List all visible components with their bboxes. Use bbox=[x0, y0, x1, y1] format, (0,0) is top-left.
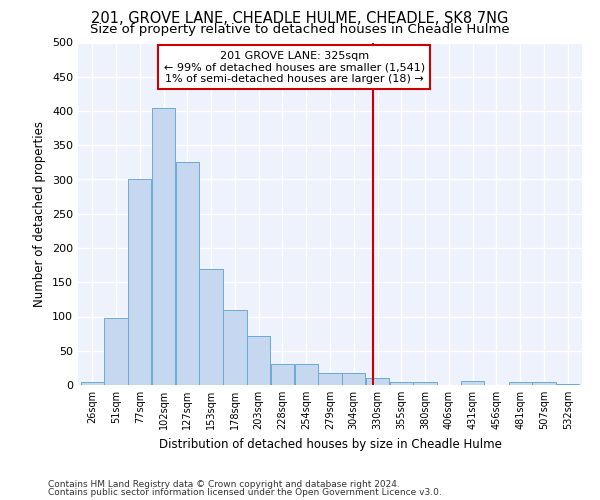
Text: Contains HM Land Registry data © Crown copyright and database right 2024.: Contains HM Land Registry data © Crown c… bbox=[48, 480, 400, 489]
Text: 201 GROVE LANE: 325sqm
← 99% of detached houses are smaller (1,541)
1% of semi-d: 201 GROVE LANE: 325sqm ← 99% of detached… bbox=[164, 50, 425, 84]
Bar bbox=[176, 162, 199, 385]
Bar bbox=[152, 108, 175, 385]
Bar bbox=[247, 336, 271, 385]
Bar bbox=[366, 378, 389, 385]
Bar bbox=[223, 310, 247, 385]
Text: 201, GROVE LANE, CHEADLE HULME, CHEADLE, SK8 7NG: 201, GROVE LANE, CHEADLE HULME, CHEADLE,… bbox=[91, 11, 509, 26]
Bar bbox=[295, 364, 318, 385]
Bar bbox=[319, 372, 341, 385]
Bar bbox=[556, 384, 580, 385]
Bar bbox=[271, 364, 294, 385]
Y-axis label: Number of detached properties: Number of detached properties bbox=[34, 120, 46, 306]
Bar bbox=[342, 374, 365, 385]
Bar bbox=[532, 382, 556, 385]
Bar bbox=[80, 382, 104, 385]
Bar bbox=[104, 318, 128, 385]
Bar bbox=[389, 382, 413, 385]
Text: Contains public sector information licensed under the Open Government Licence v3: Contains public sector information licen… bbox=[48, 488, 442, 497]
X-axis label: Distribution of detached houses by size in Cheadle Hulme: Distribution of detached houses by size … bbox=[158, 438, 502, 450]
Bar bbox=[413, 382, 437, 385]
Bar bbox=[128, 180, 151, 385]
Bar bbox=[199, 268, 223, 385]
Text: Size of property relative to detached houses in Cheadle Hulme: Size of property relative to detached ho… bbox=[90, 22, 510, 36]
Bar bbox=[461, 381, 484, 385]
Bar bbox=[509, 382, 532, 385]
